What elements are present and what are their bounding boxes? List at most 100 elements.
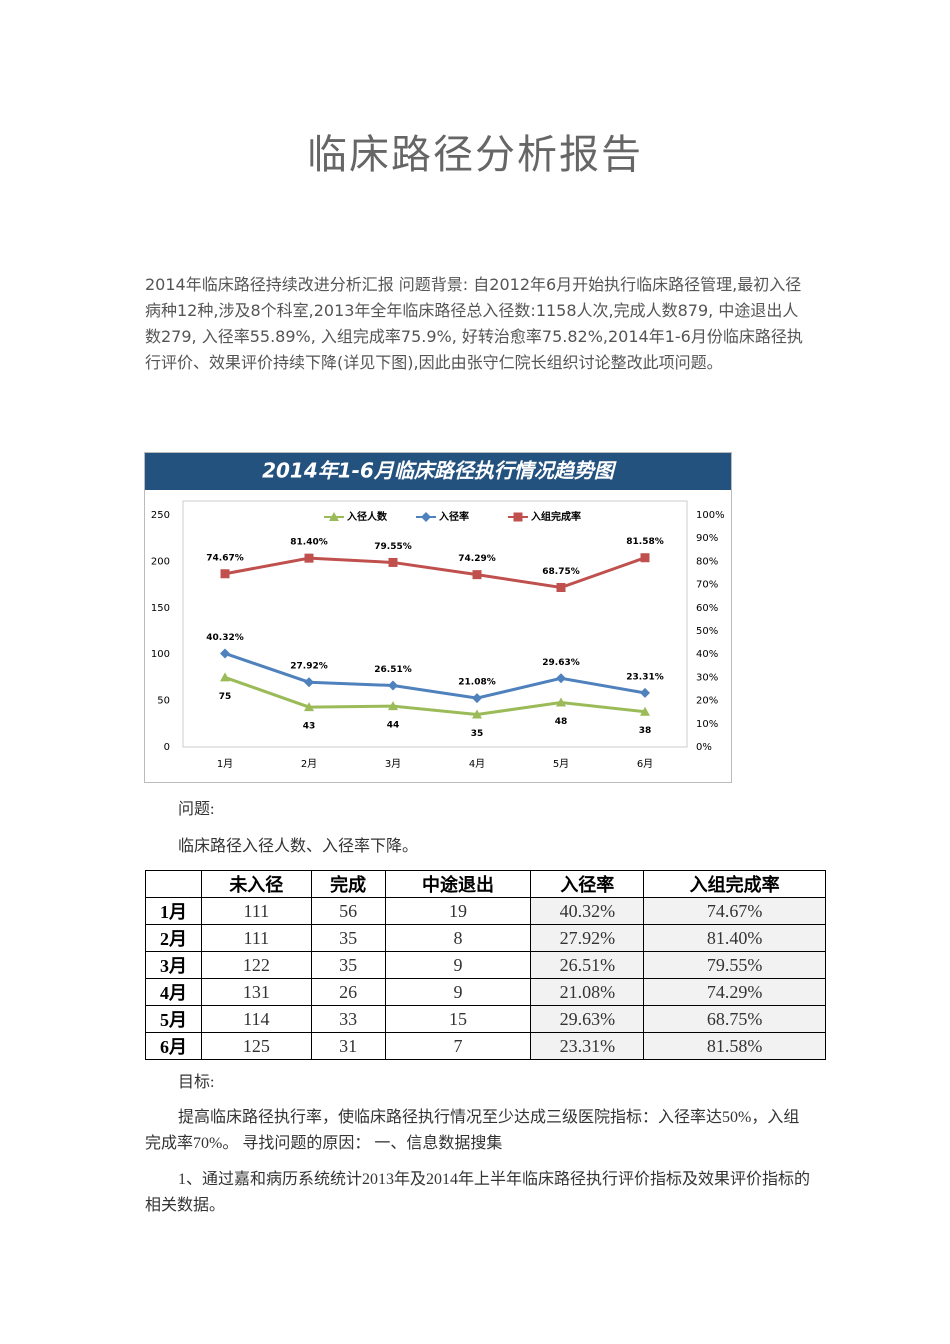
table-cell: 125 bbox=[200, 1032, 312, 1060]
point bbox=[640, 553, 650, 563]
table-cell: 21.08% bbox=[530, 978, 645, 1006]
data-label: 68.75% bbox=[542, 567, 580, 577]
data-label: 81.58% bbox=[626, 537, 664, 547]
data-table: 未入径 完成 中途退出 入径率 入组完成率 1月 111 56 19 40.32% 74.67% 2月… bbox=[145, 870, 826, 1060]
y2-tick-label: 30% bbox=[696, 672, 718, 683]
table-row: 3月 122 35 9 26.51% 79.55% bbox=[145, 951, 826, 979]
legend-label: 入径人数 bbox=[347, 510, 388, 523]
table-row: 4月 131 26 9 21.08% 74.29% bbox=[145, 978, 826, 1006]
table-cell: 29.63% bbox=[530, 1005, 645, 1033]
table-cell: 26.51% bbox=[530, 951, 645, 979]
doc-title: 临床路径分析报告 bbox=[307, 132, 643, 178]
y-tick-label: 0 bbox=[164, 742, 170, 753]
y2-tick-label: 70% bbox=[696, 580, 718, 591]
column-header: 中途退出 bbox=[384, 870, 532, 898]
chart-header bbox=[145, 453, 731, 490]
point bbox=[304, 553, 314, 563]
point bbox=[556, 673, 566, 684]
chart-frame bbox=[144, 452, 732, 783]
table-cell: 114 bbox=[200, 1005, 312, 1033]
point bbox=[220, 648, 230, 659]
x-tick-label: 6月 bbox=[637, 758, 653, 770]
chart: 2014年1-6月临床路径执行情况趋势图 0 50 100 150 200 250 0% 10… bbox=[144, 452, 732, 783]
point bbox=[556, 697, 566, 707]
y-tick-label: 100 bbox=[151, 649, 170, 660]
y2-tick-label: 10% bbox=[696, 719, 718, 730]
point bbox=[421, 512, 431, 522]
x-tick-label: 3月 bbox=[385, 758, 401, 770]
table-cell: 23.31% bbox=[530, 1032, 645, 1060]
table-cell: 27.92% bbox=[530, 924, 645, 952]
table-cell: 26 bbox=[310, 978, 386, 1006]
data-label: 79.55% bbox=[374, 542, 412, 552]
data-label: 74.29% bbox=[458, 554, 496, 564]
column-header: 完成 bbox=[310, 870, 386, 898]
chart-title: 2014年1-6月临床路径执行情况趋势图 bbox=[262, 459, 617, 483]
table-cell: 33 bbox=[310, 1005, 386, 1033]
y-tick-label: 50 bbox=[157, 696, 170, 707]
table-cell: 19 bbox=[384, 897, 532, 925]
table-cell: 40.32% bbox=[530, 897, 645, 925]
point bbox=[220, 672, 230, 682]
point bbox=[304, 702, 314, 712]
point bbox=[304, 677, 314, 688]
table-cell: 15 bbox=[384, 1005, 532, 1033]
x-tick-label: 5月 bbox=[553, 758, 569, 770]
y-tick-label: 150 bbox=[151, 603, 170, 614]
y2-tick-label: 0% bbox=[696, 742, 712, 753]
table-cell: 9 bbox=[384, 951, 532, 979]
point bbox=[388, 557, 398, 567]
table-cell: 131 bbox=[200, 978, 312, 1006]
column-header: 入组完成率 bbox=[643, 870, 826, 898]
data-label: 43 bbox=[303, 722, 316, 732]
table-cell: 122 bbox=[200, 951, 312, 979]
y2-tick-label: 40% bbox=[696, 649, 718, 660]
paragraph: 临床路径入径人数、入径率下降。 bbox=[178, 838, 419, 855]
x-tick-label: 1月 bbox=[217, 758, 233, 770]
data-label: 44 bbox=[387, 721, 400, 731]
row-header: 3月 bbox=[145, 951, 202, 979]
data-label: 27.92% bbox=[290, 662, 328, 672]
table-row: 1月 111 56 19 40.32% 74.67% bbox=[145, 897, 826, 925]
table-cell: 31 bbox=[310, 1032, 386, 1060]
column-header: 入径率 bbox=[530, 870, 645, 898]
point bbox=[220, 569, 230, 579]
data-label: 74.67% bbox=[206, 553, 244, 563]
row-header: 1月 bbox=[145, 897, 202, 925]
y2-tick-label: 100% bbox=[696, 510, 725, 521]
y2-tick-label: 60% bbox=[696, 603, 718, 614]
y-tick-label: 200 bbox=[151, 556, 170, 567]
data-label: 38 bbox=[639, 726, 652, 736]
point bbox=[513, 512, 523, 522]
data-label: 23.31% bbox=[626, 672, 664, 682]
y2-tick-label: 90% bbox=[696, 533, 718, 544]
point bbox=[472, 570, 482, 580]
data-label: 21.08% bbox=[458, 678, 496, 688]
x-tick-label: 4月 bbox=[469, 758, 485, 770]
point bbox=[640, 706, 650, 716]
data-label: 40.32% bbox=[206, 633, 244, 643]
data-label: 81.40% bbox=[290, 538, 328, 548]
data-label: 29.63% bbox=[542, 658, 580, 668]
data-label: 48 bbox=[555, 717, 568, 727]
table-row: 2月 111 35 8 27.92% 81.40% bbox=[145, 924, 826, 952]
point bbox=[388, 701, 398, 711]
series-line bbox=[224, 556, 646, 590]
paragraph: 2014年临床路径持续改进分析汇报 问题背景: 自2012年6月开始执行临床路径… bbox=[145, 275, 803, 372]
point bbox=[329, 512, 339, 521]
table-row: 6月 125 31 7 23.31% 81.58% bbox=[145, 1032, 826, 1060]
row-header: 2月 bbox=[145, 924, 202, 952]
table-cell: 7 bbox=[384, 1032, 532, 1060]
y2-tick-label: 20% bbox=[696, 696, 718, 707]
table-cell: 74.67% bbox=[643, 897, 826, 925]
data-label: 26.51% bbox=[374, 665, 412, 675]
point bbox=[388, 680, 398, 691]
paragraph: 提高临床路径执行率，使临床路径执行情况至少达成三级医院指标：入径率达50%，入组… bbox=[145, 1109, 800, 1152]
point bbox=[472, 693, 482, 704]
table-row: 5月 114 33 15 29.63% 68.75% bbox=[145, 1005, 826, 1033]
legend-label: 入组完成率 bbox=[531, 510, 581, 523]
column-header: 未入径 bbox=[200, 870, 312, 898]
table-cell: 68.75% bbox=[643, 1005, 826, 1033]
y-tick-label: 250 bbox=[151, 510, 170, 521]
